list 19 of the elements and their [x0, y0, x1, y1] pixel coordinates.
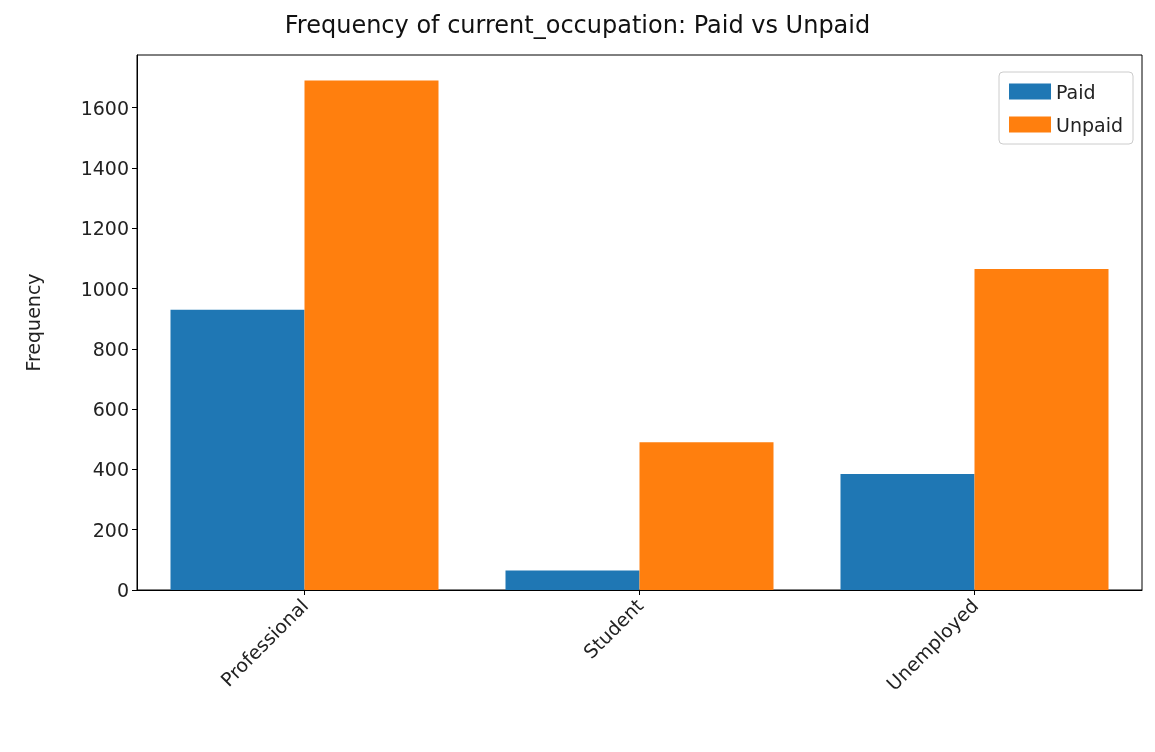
bar: [505, 570, 640, 590]
bar: [170, 309, 305, 590]
y-tick-label: 800: [92, 337, 129, 360]
y-tick-label: 0: [116, 579, 129, 601]
chart-title: Frequency of current_occupation: Paid vs Unpaid: [284, 11, 871, 39]
y-tick-label: 1600: [80, 96, 129, 119]
bar: [974, 269, 1109, 590]
y-tick-label: 1200: [80, 217, 129, 240]
y-tick-label: 600: [92, 398, 129, 421]
legend-label: Paid: [1056, 80, 1096, 103]
y-tick-label: 1000: [80, 277, 129, 300]
bar: [304, 80, 439, 590]
y-tick-label: 400: [92, 458, 129, 481]
y-tick-label: 200: [92, 518, 129, 541]
y-tick-label: 1400: [80, 157, 129, 180]
y-axis-title: Frequency: [21, 273, 44, 372]
bar: [639, 442, 774, 590]
legend-label: Unpaid: [1056, 113, 1124, 136]
bar: [840, 473, 975, 590]
